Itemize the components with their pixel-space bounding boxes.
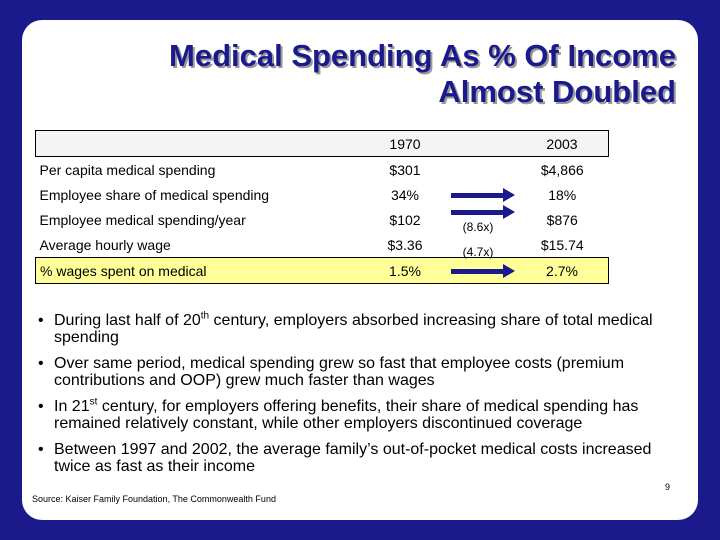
row-arrow-cell: (8.6x) (440, 204, 516, 234)
bullet-dot-icon: • (38, 355, 44, 372)
row-arrow-cell (440, 257, 516, 284)
row-value-2003: $4,866 (540, 161, 584, 178)
row-value-2003: 18% (548, 186, 577, 203)
row-label: Employee share of medical spending (39, 186, 270, 203)
bullet-item: • During last half of 20th century, emplo… (32, 310, 682, 346)
right-arrow-icon (451, 263, 515, 278)
row-label: Employee medical spending/year (39, 211, 246, 228)
table-row: Per capita medical spending $301 $4,866 (36, 157, 609, 183)
header-2003: 2003 (516, 130, 609, 157)
table-header-row: 1970 2003 (35, 130, 609, 157)
bullet-text: Between 1997 and 2002, the average famil… (54, 441, 652, 475)
bullet-list: • During last half of 20th century, emplo… (32, 310, 682, 484)
bullet-text: During last half of 20 (54, 312, 201, 329)
row-value-1970: $102 (389, 211, 421, 228)
row-label: Average hourly wage (39, 236, 171, 253)
row-value-1970: 1.5% (370, 257, 440, 284)
title-line-1: Medical Spending As % Of Income (169, 38, 676, 73)
bullet-dot-icon: • (38, 441, 44, 458)
comparison-table: 1970 2003 Per capita medical spending $3… (35, 130, 609, 284)
header-blank (35, 130, 370, 157)
bullet-text: century, for employers offering benefits… (54, 398, 639, 432)
row-arrow-cell (440, 182, 516, 207)
row-label: % wages spent on medical (35, 257, 370, 284)
slide: Medical Spending As % Of Income Almost D… (22, 20, 698, 520)
row-label: Per capita medical spending (39, 161, 216, 178)
row-value-2003: 2.7% (516, 257, 609, 284)
row-value-1970: 34% (390, 186, 420, 203)
header-1970: 1970 (370, 130, 440, 157)
row-value-1970: $3.36 (387, 236, 423, 253)
bullet-item: • Over same period, medical spending grew… (32, 355, 682, 389)
row-multiplier: (4.7x) (462, 244, 494, 259)
bullet-dot-icon: • (38, 398, 44, 415)
bullet-item: • Between 1997 and 2002, the average fami… (32, 441, 682, 475)
bullet-text: Over same period, medical spending grew … (54, 355, 625, 389)
bullet-superscript: st (89, 396, 98, 408)
bullet-dot-icon: • (38, 312, 44, 329)
row-multiplier: (8.6x) (462, 219, 494, 234)
bullet-superscript: th (200, 310, 210, 322)
right-arrow-icon (451, 204, 515, 219)
page-number: 9 (664, 482, 670, 492)
table-row: Employee medical spending/year $102 (8.6… (36, 204, 609, 234)
row-arrow-cell: (4.7x) (440, 232, 516, 259)
source-note: Source: Kaiser Family Foundation, The Co… (32, 494, 276, 504)
row-value-2003: $876 (546, 211, 578, 228)
title-line-2: Almost Doubled (438, 74, 676, 109)
row-value-2003: $15.74 (540, 236, 584, 253)
table-row: Average hourly wage $3.36 (4.7x) $15.74 (36, 232, 609, 259)
bullet-text: In 21 (54, 398, 90, 415)
bullet-text: century, employers absorbed increasing s… (54, 312, 653, 346)
row-arrow-cell (440, 157, 516, 183)
table-row-highlighted: % wages spent on medical 1.5% 2.7% (35, 257, 609, 284)
right-arrow-icon (451, 187, 515, 202)
header-arrow-blank (440, 130, 516, 157)
row-value-1970: $301 (389, 161, 421, 178)
bullet-item: • In 21st century, for employers offering… (32, 396, 682, 432)
table-row: Employee share of medical spending 34% 1… (36, 182, 609, 207)
slide-title: Medical Spending As % Of Income Almost D… (169, 38, 676, 110)
